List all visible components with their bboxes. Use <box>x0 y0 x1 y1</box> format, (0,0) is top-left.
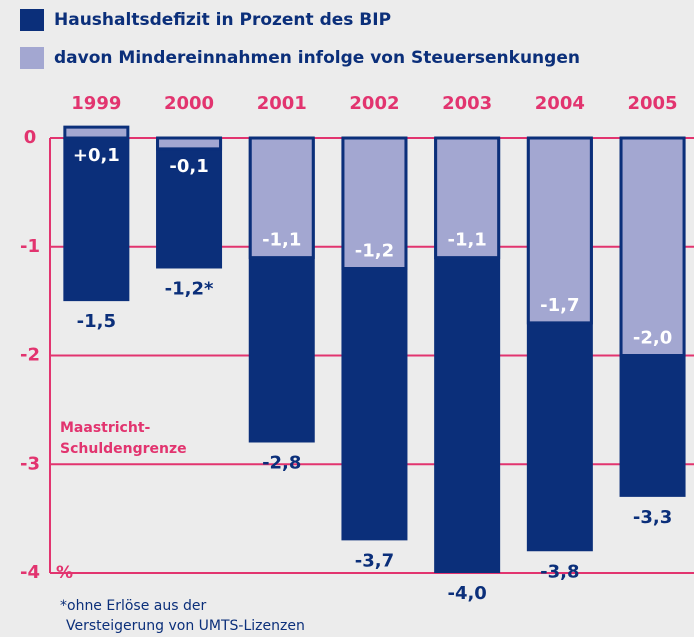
bar <box>63 138 130 302</box>
data-label: -3,7 <box>355 550 394 571</box>
legend-label: davon Mindereinnahmen infolge von Steuer… <box>54 48 580 68</box>
bar <box>619 136 686 357</box>
y-tick-label: -1 <box>20 236 40 257</box>
bar <box>341 136 408 270</box>
data-label: -2,8 <box>262 453 301 474</box>
legend-swatch <box>20 47 44 69</box>
bar <box>434 136 501 260</box>
y-tick-label: -4 <box>20 562 40 583</box>
data-label: -4,0 <box>447 583 486 604</box>
data-label: -1,1 <box>262 230 301 251</box>
x-tick-label: 2004 <box>535 93 585 114</box>
x-tick-label: 2003 <box>442 93 492 114</box>
annotation: Maastricht- <box>60 420 151 436</box>
data-label: -1,2* <box>165 279 214 300</box>
bar <box>248 136 315 260</box>
data-label: -1,5 <box>77 311 116 332</box>
data-label: -0,1 <box>169 156 208 177</box>
x-tick-label: 2002 <box>349 93 399 114</box>
x-tick-label: 2005 <box>627 93 677 114</box>
legend-swatch <box>20 9 44 31</box>
x-tick-label: 2001 <box>257 93 307 114</box>
y-tick-label: -3 <box>20 453 40 474</box>
footnote: Versteigerung von UMTS-Lizenzen <box>66 618 305 634</box>
bar <box>156 138 223 269</box>
y-axis-label: % <box>56 563 73 583</box>
data-label: -1,1 <box>447 230 486 251</box>
x-tick-label: 2000 <box>164 93 214 114</box>
legend-label: Haushaltsdefizit in Prozent des BIP <box>54 10 391 30</box>
bar <box>63 125 130 140</box>
data-label: -1,7 <box>540 295 579 316</box>
data-label: +0,1 <box>73 145 120 166</box>
bar <box>526 136 593 325</box>
data-label: -3,8 <box>540 561 579 582</box>
footnote: *ohne Erlöse aus der <box>60 598 206 614</box>
y-tick-label: 0 <box>24 127 37 148</box>
y-tick-label: -2 <box>20 345 40 366</box>
data-label: -3,3 <box>633 507 672 528</box>
x-tick-label: 1999 <box>71 93 121 114</box>
data-label: -1,2 <box>355 241 394 262</box>
annotation: Schuldengrenze <box>60 441 187 457</box>
data-label: -2,0 <box>633 328 672 349</box>
bar <box>156 136 223 151</box>
